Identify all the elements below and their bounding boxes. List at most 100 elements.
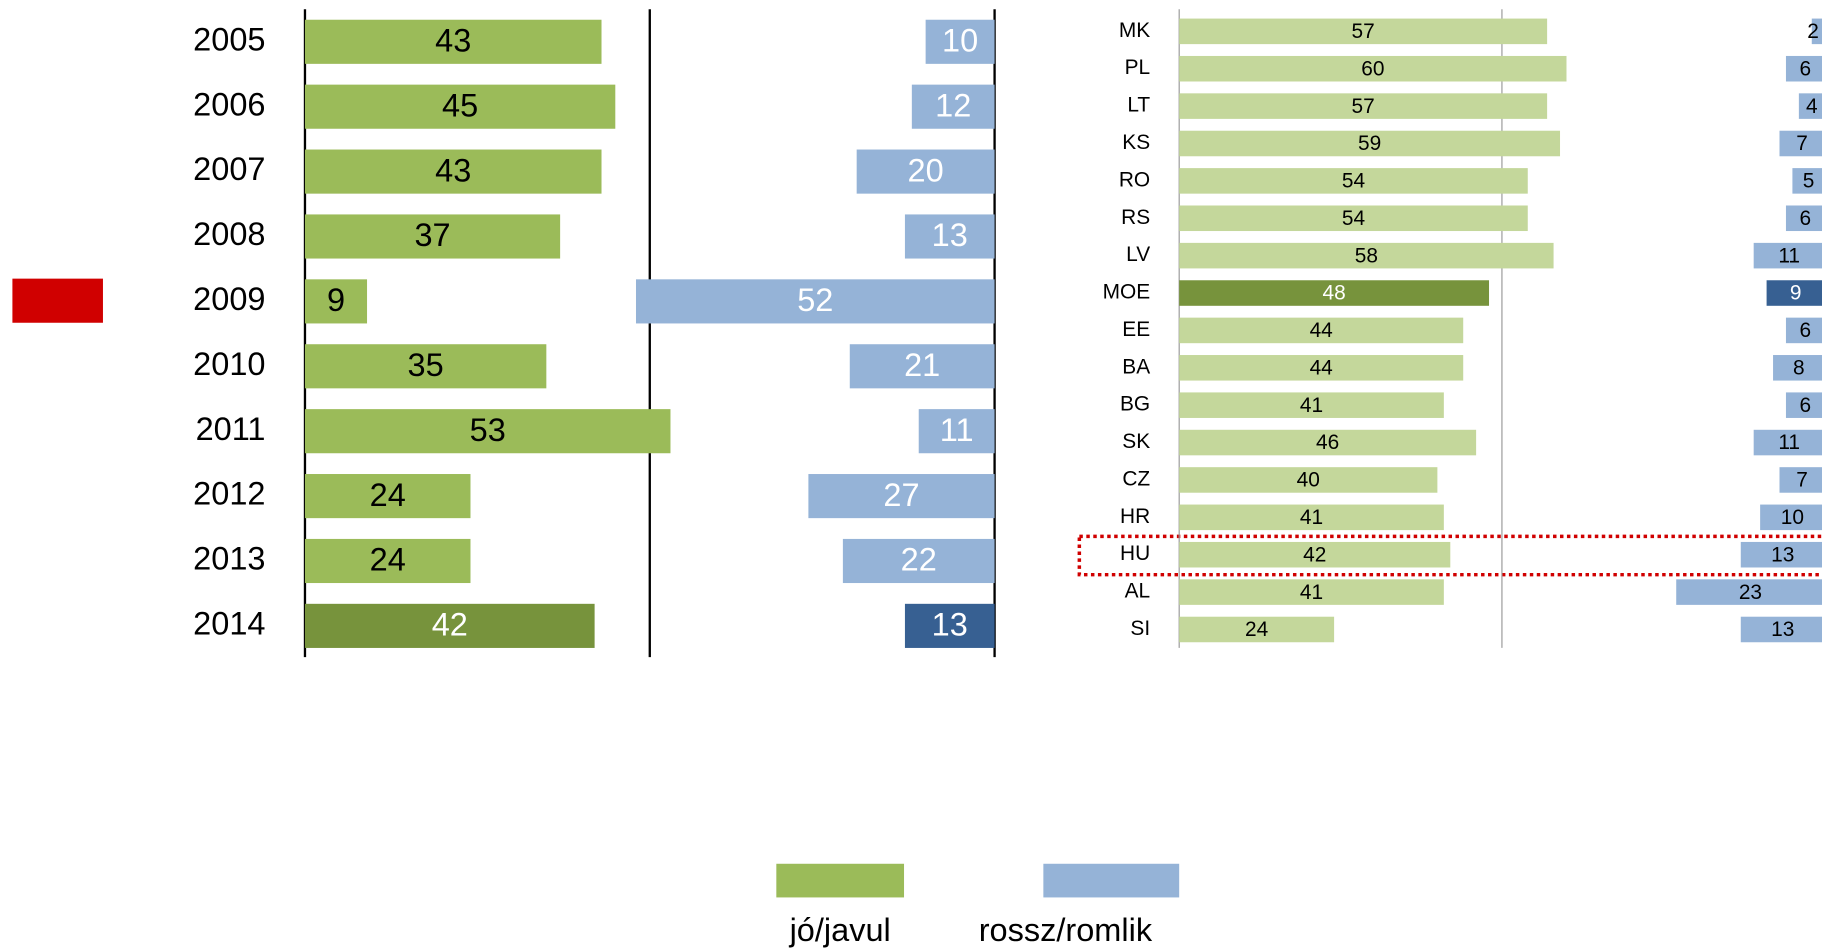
bar bbox=[856, 149, 995, 194]
value-label: 40 bbox=[1297, 469, 1320, 492]
bar bbox=[304, 344, 547, 389]
category-label: PL bbox=[1125, 56, 1151, 79]
bar bbox=[1179, 205, 1528, 232]
value-label: 48 bbox=[1322, 282, 1345, 305]
legend-swatch bbox=[1043, 863, 1180, 898]
bar bbox=[1179, 130, 1561, 157]
value-label: 2 bbox=[1807, 20, 1819, 43]
legend-swatch bbox=[776, 863, 905, 898]
bar bbox=[1740, 541, 1822, 568]
bar bbox=[304, 19, 602, 64]
bar bbox=[911, 84, 995, 129]
value-label: 13 bbox=[932, 217, 968, 253]
bar bbox=[1179, 429, 1477, 456]
value-label: 10 bbox=[1781, 506, 1804, 529]
category-label: 2014 bbox=[193, 605, 265, 641]
legend-label: rossz/romlik bbox=[979, 912, 1153, 948]
bar bbox=[304, 149, 602, 194]
bar bbox=[1179, 355, 1464, 381]
category-label: SK bbox=[1122, 430, 1150, 453]
bar bbox=[1179, 242, 1554, 269]
value-label: 11 bbox=[940, 412, 974, 448]
bar bbox=[849, 344, 995, 389]
value-label: 42 bbox=[432, 607, 468, 643]
category-label: HU bbox=[1120, 542, 1150, 565]
value-label: 11 bbox=[1778, 244, 1800, 267]
bar bbox=[1785, 392, 1822, 418]
bar bbox=[304, 409, 671, 454]
value-label: 21 bbox=[904, 347, 940, 383]
category-label: 2013 bbox=[193, 541, 265, 577]
value-label: 54 bbox=[1342, 170, 1365, 193]
bar bbox=[1179, 317, 1464, 344]
bar bbox=[1753, 429, 1822, 456]
bar bbox=[1179, 93, 1548, 119]
value-label: 24 bbox=[370, 542, 406, 578]
bar bbox=[304, 538, 471, 584]
value-label: 53 bbox=[470, 412, 506, 448]
bar bbox=[1740, 616, 1822, 643]
category-label: LT bbox=[1127, 94, 1150, 117]
value-label: 42 bbox=[1303, 543, 1326, 566]
bar bbox=[904, 603, 995, 648]
value-label: 7 bbox=[1796, 469, 1808, 492]
bar bbox=[925, 19, 995, 64]
bar bbox=[1179, 579, 1444, 605]
bar bbox=[1179, 541, 1451, 568]
bar bbox=[1773, 355, 1822, 381]
category-label: KS bbox=[1122, 131, 1150, 154]
value-label: 24 bbox=[1245, 618, 1268, 641]
bar bbox=[1785, 55, 1822, 82]
value-label: 10 bbox=[942, 23, 978, 59]
category-label: SI bbox=[1130, 617, 1150, 640]
category-label: AL bbox=[1125, 580, 1151, 603]
value-label: 57 bbox=[1352, 20, 1375, 43]
category-label: 2010 bbox=[193, 346, 265, 382]
value-label: 43 bbox=[435, 152, 471, 188]
value-label: 24 bbox=[370, 477, 406, 513]
bar bbox=[1798, 93, 1822, 119]
bar bbox=[1676, 579, 1822, 605]
value-label: 59 bbox=[1358, 132, 1381, 155]
marker bbox=[12, 278, 103, 323]
value-label: 22 bbox=[901, 542, 937, 578]
value-label: 5 bbox=[1803, 170, 1815, 193]
bar bbox=[1760, 504, 1822, 531]
value-label: 43 bbox=[435, 23, 471, 59]
highlight-box bbox=[1077, 534, 1822, 577]
value-label: 6 bbox=[1800, 394, 1812, 417]
bar bbox=[1779, 467, 1822, 493]
value-label: 11 bbox=[1778, 431, 1800, 454]
bar bbox=[918, 409, 995, 454]
value-label: 23 bbox=[1739, 581, 1762, 604]
bar bbox=[808, 474, 995, 519]
bar bbox=[1779, 130, 1822, 157]
value-label: 27 bbox=[883, 477, 919, 513]
bar bbox=[1179, 168, 1528, 194]
category-label: 2006 bbox=[193, 86, 265, 122]
bar bbox=[1179, 392, 1444, 418]
category-label: 2011 bbox=[196, 411, 266, 447]
value-label: 46 bbox=[1316, 431, 1339, 454]
bar bbox=[1785, 317, 1822, 344]
bar bbox=[304, 474, 471, 519]
category-label: 2007 bbox=[193, 151, 265, 187]
bar bbox=[1179, 504, 1444, 531]
bar bbox=[842, 538, 995, 584]
value-label: 37 bbox=[414, 217, 450, 253]
category-label: MOE bbox=[1103, 281, 1151, 304]
value-label: 13 bbox=[932, 607, 968, 643]
bar bbox=[304, 214, 561, 259]
category-label: BA bbox=[1122, 355, 1150, 378]
value-label: 35 bbox=[408, 347, 444, 383]
bar bbox=[1792, 168, 1822, 194]
value-label: 45 bbox=[442, 87, 478, 123]
value-label: 41 bbox=[1300, 506, 1323, 529]
value-label: 57 bbox=[1352, 95, 1375, 118]
value-label: 52 bbox=[797, 282, 833, 318]
legend-label: jó/javul bbox=[789, 912, 891, 948]
category-label: HR bbox=[1120, 505, 1150, 528]
value-label: 54 bbox=[1342, 207, 1365, 230]
bar bbox=[304, 279, 368, 324]
